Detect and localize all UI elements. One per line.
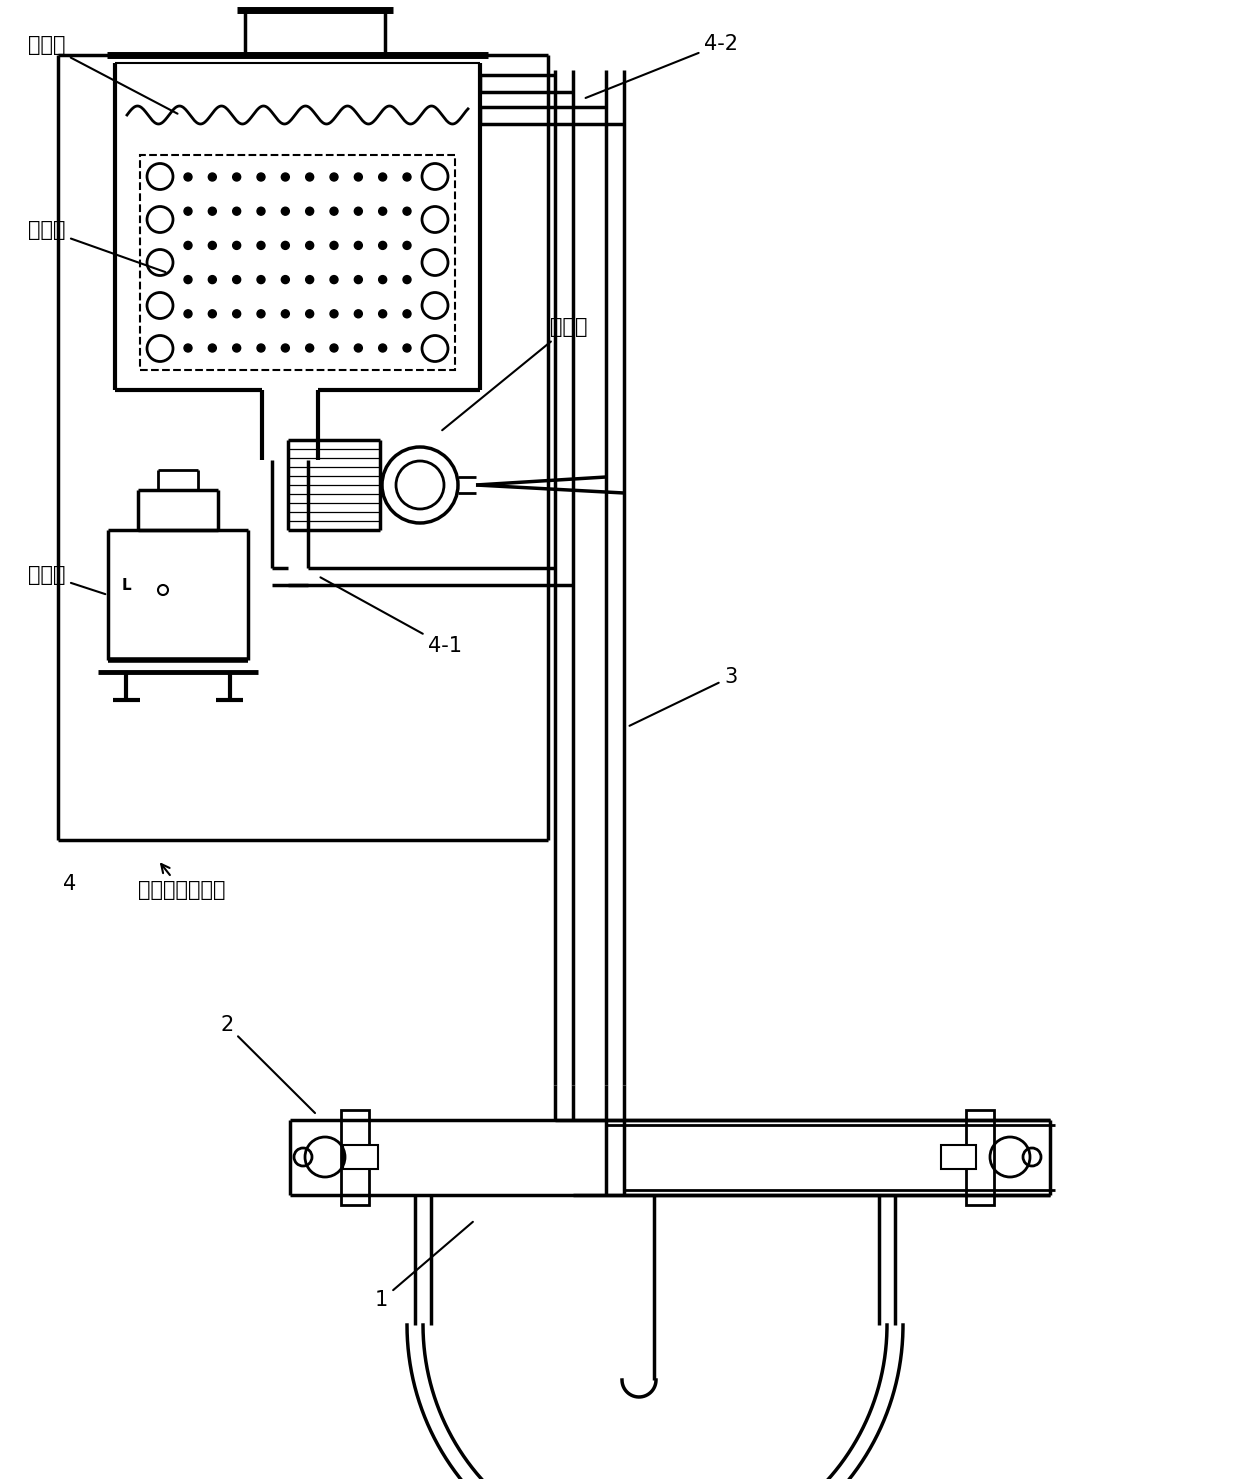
Circle shape [184,309,192,318]
Circle shape [355,173,362,180]
Circle shape [378,241,387,250]
Circle shape [306,241,314,250]
Text: 载冷剂: 载冷剂 [29,35,177,114]
Circle shape [355,241,362,250]
Circle shape [281,173,289,180]
Circle shape [355,207,362,216]
Bar [941,1145,976,1168]
Circle shape [306,345,314,352]
Text: 低温冷却循环仪: 低温冷却循环仪 [138,864,226,901]
Text: 4-2: 4-2 [585,34,738,98]
Text: 循环泵: 循环泵 [443,317,588,430]
Circle shape [378,207,387,216]
Circle shape [378,345,387,352]
Circle shape [330,275,339,284]
Circle shape [257,241,265,250]
Circle shape [330,207,339,216]
Circle shape [233,275,241,284]
Circle shape [330,309,339,318]
Bar [341,1111,370,1205]
Circle shape [257,275,265,284]
Circle shape [378,309,387,318]
Circle shape [306,173,314,180]
Circle shape [403,207,410,216]
Circle shape [257,345,265,352]
Text: 2: 2 [219,1015,315,1114]
Circle shape [184,275,192,284]
Bar [140,155,455,370]
Circle shape [281,345,289,352]
Circle shape [306,207,314,216]
Circle shape [306,275,314,284]
Circle shape [233,345,241,352]
Circle shape [403,309,410,318]
Circle shape [330,241,339,250]
Circle shape [281,275,289,284]
Text: L: L [122,578,131,593]
Text: 1: 1 [374,1222,472,1310]
Circle shape [378,275,387,284]
Circle shape [355,345,362,352]
Circle shape [306,309,314,318]
Circle shape [208,207,216,216]
Circle shape [233,241,241,250]
Circle shape [233,207,241,216]
Circle shape [208,345,216,352]
Circle shape [233,309,241,318]
Circle shape [208,173,216,180]
Circle shape [281,309,289,318]
Circle shape [184,345,192,352]
Circle shape [184,207,192,216]
Circle shape [403,241,410,250]
Circle shape [403,345,410,352]
Circle shape [257,173,265,180]
Bar [966,1111,994,1205]
Circle shape [208,275,216,284]
Circle shape [281,241,289,250]
Circle shape [403,173,410,180]
Circle shape [403,275,410,284]
Text: 压缩机: 压缩机 [29,565,105,595]
Circle shape [355,309,362,318]
Circle shape [330,173,339,180]
Circle shape [378,173,387,180]
Circle shape [184,173,192,180]
Text: 蜁发器: 蜁发器 [29,220,165,272]
Text: 4: 4 [63,874,76,893]
Circle shape [208,309,216,318]
Circle shape [281,207,289,216]
Circle shape [184,241,192,250]
Bar [246,10,384,55]
Circle shape [233,173,241,180]
Circle shape [355,275,362,284]
Text: 3: 3 [630,667,738,726]
Circle shape [257,207,265,216]
Circle shape [330,345,339,352]
Text: 4-1: 4-1 [320,577,463,657]
Circle shape [257,309,265,318]
Bar [343,1145,378,1168]
Circle shape [208,241,216,250]
